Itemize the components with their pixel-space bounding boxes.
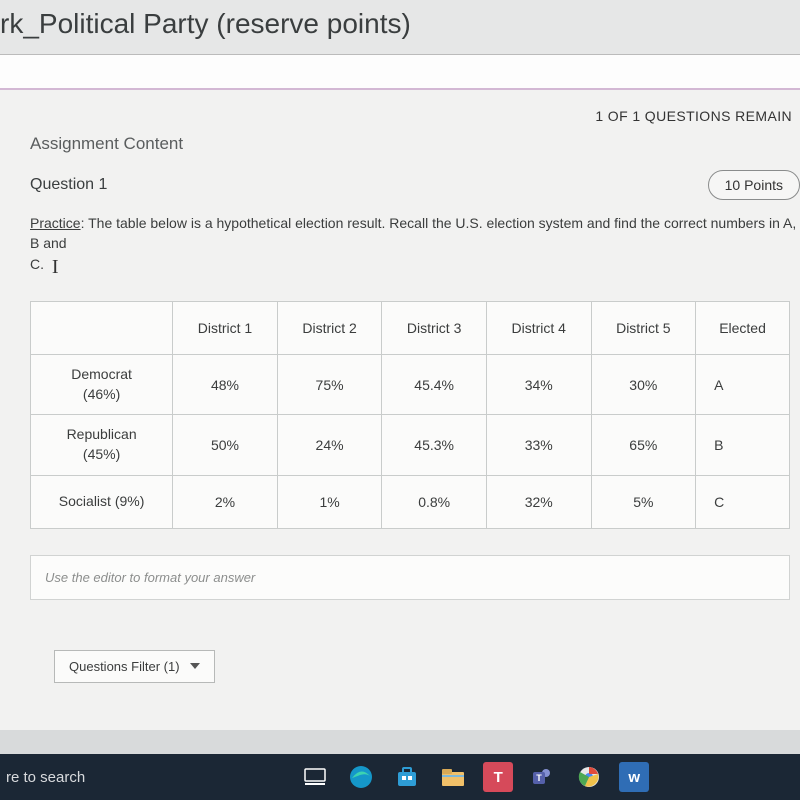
table-row: Socialist (9%) 2% 1% 0.8% 32% 5% C (31, 475, 790, 528)
cell: B (696, 415, 790, 475)
cell: 0.8% (382, 475, 487, 528)
task-view-icon[interactable] (299, 761, 331, 793)
cell: 75% (277, 355, 382, 415)
practice-instruction: Practice: The table below is a hypotheti… (30, 214, 800, 281)
row-label-line2: (46%) (83, 386, 120, 402)
row-socialist-label: Socialist (9%) (31, 475, 173, 528)
whiteboard-icon[interactable]: T (483, 762, 513, 792)
svg-text:T: T (536, 773, 542, 783)
election-table: District 1 District 2 District 3 Distric… (30, 301, 790, 528)
table-header-row: District 1 District 2 District 3 Distric… (31, 302, 790, 355)
table-row: Democrat (46%) 48% 75% 45.4% 34% 30% A (31, 355, 790, 415)
col-elected: Elected (696, 302, 790, 355)
cell: 1% (277, 475, 382, 528)
text-cursor-icon: I (52, 253, 59, 281)
row-label-line1: Democrat (71, 366, 132, 382)
col-district5: District 5 (591, 302, 696, 355)
col-district2: District 2 (277, 302, 382, 355)
filter-label: Questions Filter (1) (69, 659, 180, 674)
store-icon[interactable] (391, 761, 423, 793)
cell: 24% (277, 415, 382, 475)
col-district3: District 3 (382, 302, 487, 355)
instruction-lead: Practice (30, 215, 81, 231)
cell: 45.4% (382, 355, 487, 415)
edge-icon[interactable] (345, 761, 377, 793)
cell: 48% (173, 355, 278, 415)
row-label-line1: Republican (67, 426, 137, 442)
questions-filter-button[interactable]: Questions Filter (1) (54, 650, 215, 683)
table-row: Republican (45%) 50% 24% 45.3% 33% 65% B (31, 415, 790, 475)
top-toolbar (0, 54, 800, 90)
col-district4: District 4 (486, 302, 591, 355)
cell: 45.3% (382, 415, 487, 475)
cell: 33% (486, 415, 591, 475)
row-republican-label: Republican (45%) (31, 415, 173, 475)
row-label-line2: (45%) (83, 446, 120, 462)
row-democrat-label: Democrat (46%) (31, 355, 173, 415)
col-blank (31, 302, 173, 355)
questions-remaining: 1 OF 1 QUESTIONS REMAIN (30, 108, 800, 124)
explorer-icon[interactable] (437, 761, 469, 793)
page-title: rk_Political Party (reserve points) (0, 0, 800, 54)
cell: 32% (486, 475, 591, 528)
cell: 65% (591, 415, 696, 475)
col-district1: District 1 (173, 302, 278, 355)
assignment-content-heading: Assignment Content (30, 134, 800, 154)
content-area: 1 OF 1 QUESTIONS REMAIN Assignment Conte… (0, 90, 800, 730)
instruction-tail: C. (30, 256, 44, 272)
cell: A (696, 355, 790, 415)
cell: 30% (591, 355, 696, 415)
cell: C (696, 475, 790, 528)
question-number: Question 1 (30, 176, 107, 194)
points-badge: 10 Points (708, 170, 800, 200)
answer-editor[interactable]: Use the editor to format your answer (30, 555, 790, 600)
teams-icon[interactable]: T (527, 761, 559, 793)
word-icon[interactable]: w (619, 762, 649, 792)
windows-taskbar[interactable]: re to search T T w (0, 754, 800, 800)
cell: 5% (591, 475, 696, 528)
taskbar-search-hint[interactable]: re to search (6, 769, 85, 786)
cell: 34% (486, 355, 591, 415)
cell: 50% (173, 415, 278, 475)
question-header-row: Question 1 10 Points (30, 170, 800, 200)
instruction-text: : The table below is a hypothetical elec… (30, 215, 796, 251)
chrome-icon[interactable] (573, 761, 605, 793)
cell: 2% (173, 475, 278, 528)
chevron-down-icon (190, 663, 200, 669)
row-label-line1: Socialist (9%) (59, 493, 145, 509)
